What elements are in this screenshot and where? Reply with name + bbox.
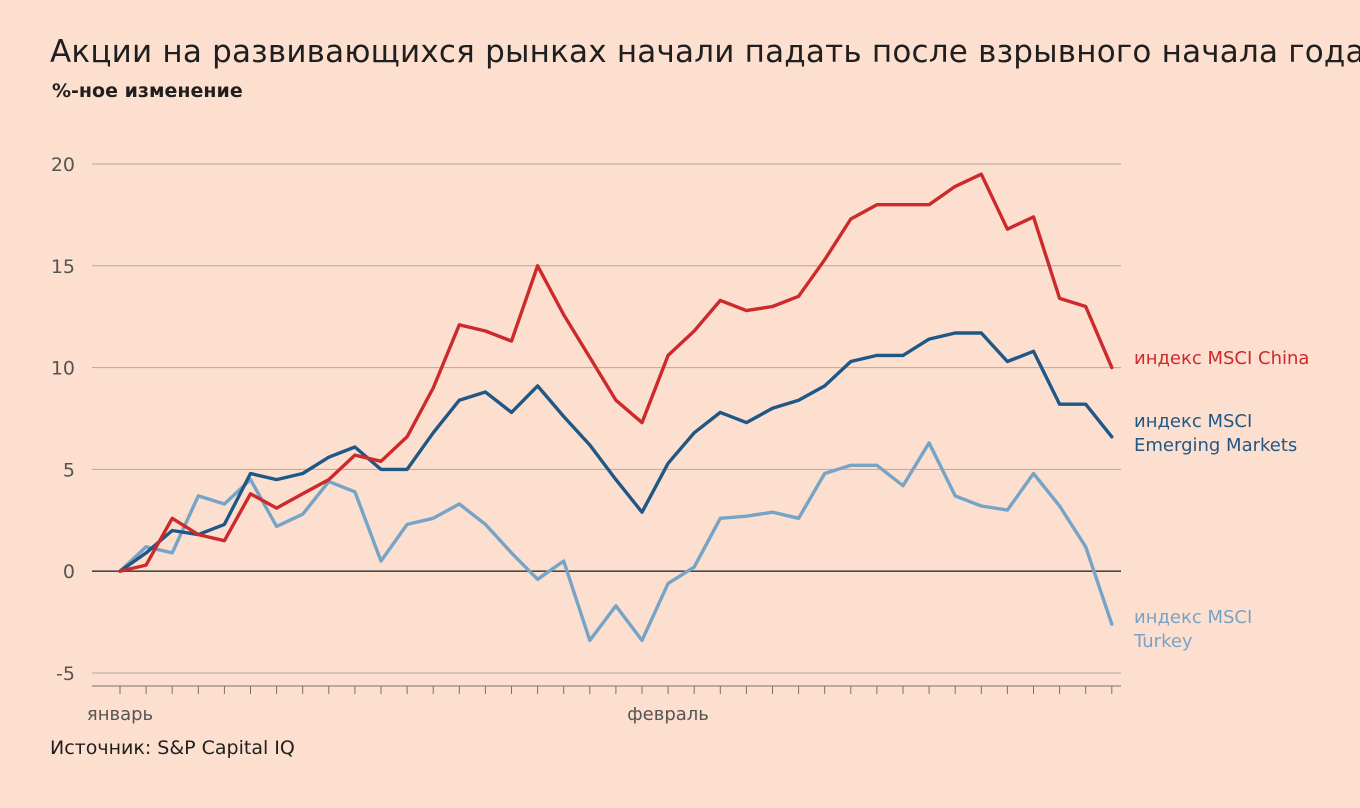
y-axis: -5 0 5 10 15 20 [51,154,75,685]
series-label-line: Turkey [1134,631,1193,652]
series-lines [118,172,1114,643]
series-line [118,331,1114,573]
x-tick-label: февраль [627,704,709,725]
chart-subtitle: %-ное изменение [52,80,243,102]
chart-title: Акции на развивающихся рынках начали пад… [50,34,1360,70]
x-axis: январь февраль [87,685,1121,725]
y-tick-label: 5 [63,459,75,481]
y-tick-label: 15 [51,256,75,278]
gridlines [92,163,1121,674]
y-tick-label: 10 [51,358,75,380]
series-line [118,441,1114,643]
source-note: Источник: S&P Capital IQ [50,737,295,759]
series-label: индекс MSCI China [1134,347,1334,371]
y-tick-label: -5 [56,663,75,685]
y-tick-label: 0 [63,561,75,583]
y-tick-label: 20 [51,154,75,176]
x-tick-label: январь [87,704,153,725]
series-label-line: индекс MSCI China [1134,348,1310,369]
series-label-line: индекс MSCI [1134,607,1253,628]
series-label: индекс MSCI Emerging Markets [1134,410,1334,458]
series-label-line: индекс MSCI [1134,411,1253,432]
series-line [118,172,1114,573]
series-label-line: Emerging Markets [1134,435,1298,456]
series-label: индекс MSCI Turkey [1134,606,1334,654]
